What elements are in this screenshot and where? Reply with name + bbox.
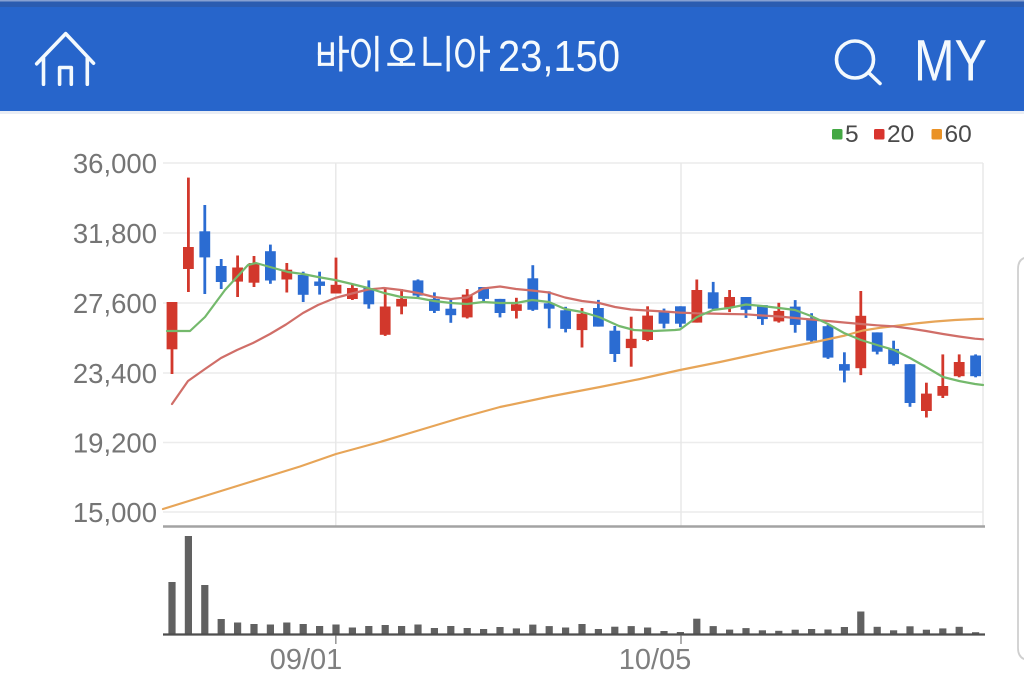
svg-text:MY: MY: [914, 29, 987, 94]
svg-text:23,150: 23,150: [498, 32, 620, 81]
svg-text:20: 20: [887, 121, 914, 148]
svg-text:09/01: 09/01: [270, 644, 343, 676]
svg-text:15,000: 15,000: [73, 497, 157, 528]
svg-text:23,400: 23,400: [73, 358, 157, 389]
svg-text:60: 60: [945, 121, 972, 148]
svg-text:10/05: 10/05: [619, 644, 692, 676]
svg-text:5: 5: [845, 121, 859, 148]
svg-text:27,600: 27,600: [73, 288, 157, 319]
svg-text:19,200: 19,200: [73, 428, 157, 459]
svg-text:36,000: 36,000: [73, 148, 157, 179]
svg-text:31,800: 31,800: [73, 218, 157, 249]
